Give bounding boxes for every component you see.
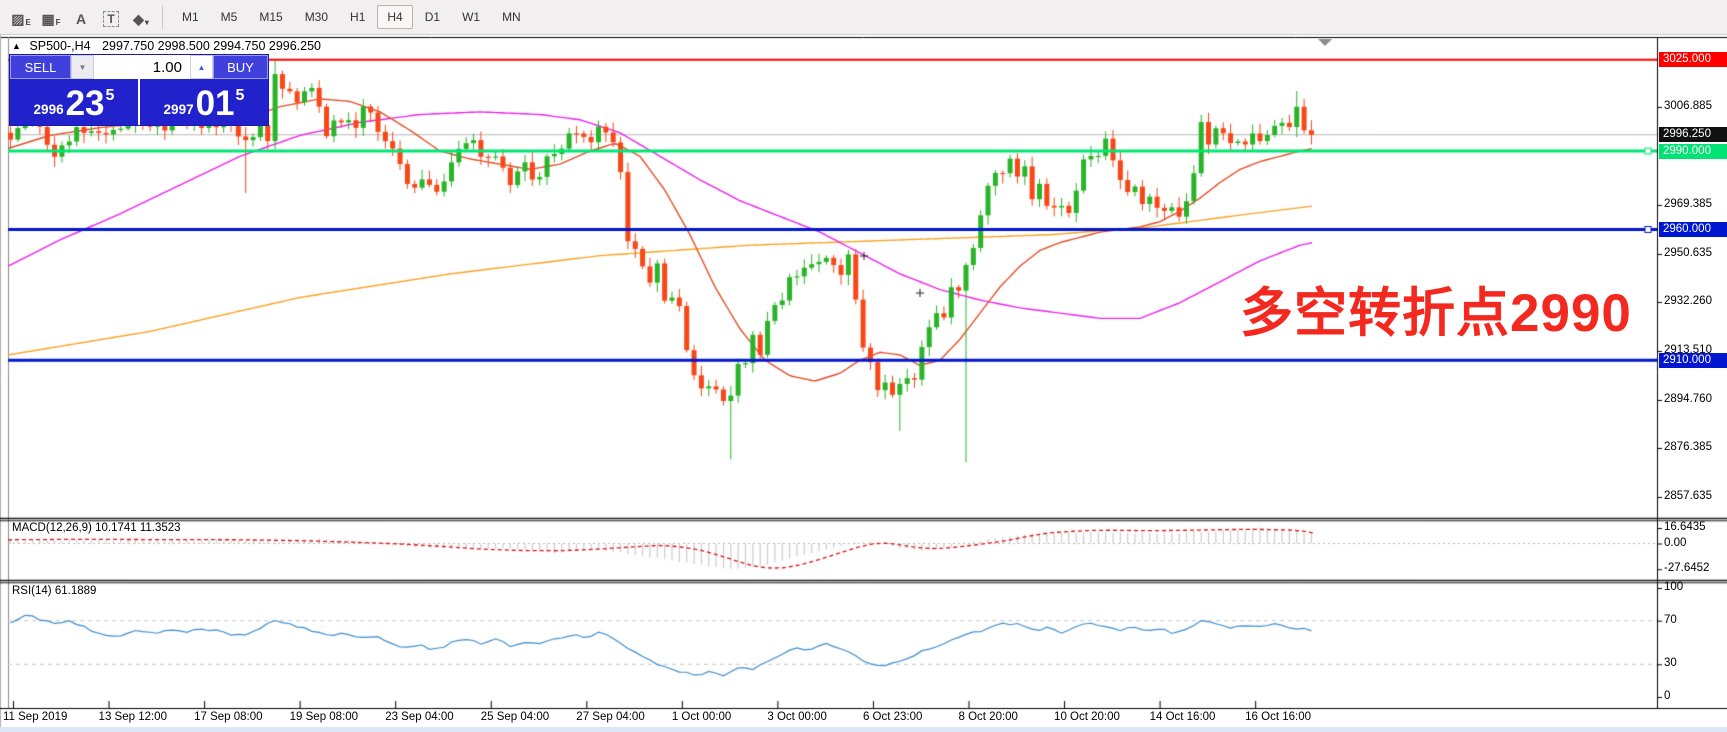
sell-price-base: 2996 — [33, 102, 64, 117]
time-label: 11 Sep 2019 — [3, 711, 68, 723]
buy-button[interactable]: BUY — [213, 55, 268, 79]
time-label: 13 Sep 12:00 — [98, 711, 167, 723]
status-strip — [0, 727, 1727, 732]
indicators-icon[interactable]: ▨ E — [11, 11, 31, 27]
timeframe-m5-button[interactable]: M5 — [220, 10, 238, 24]
time-label: 23 Sep 04:00 — [385, 711, 454, 723]
chart-annotation: 多空转折点2990 — [1240, 284, 1632, 343]
rsi-tick-label: 70 — [1664, 613, 1677, 626]
buy-price-big: 01 — [195, 84, 235, 123]
macd-tick-label: -27.6452 — [1664, 562, 1710, 575]
time-label: 14 Oct 16:00 — [1149, 711, 1216, 723]
timeframe-m30-button[interactable]: M30 — [304, 10, 329, 24]
buy-price[interactable]: 2997 01 5 — [140, 79, 268, 125]
chart-title: ▲ SP500-,H4 2997.750 2998.500 2994.750 2… — [12, 39, 321, 53]
sell-price-sup: 5 — [105, 87, 115, 104]
price-divider — [138, 79, 140, 125]
price-badge: 3025.000 — [1659, 52, 1727, 68]
price-tick-label: 2894.760 — [1664, 392, 1712, 405]
time-label: 19 Sep 08:00 — [289, 711, 359, 723]
sell-button[interactable]: SELL — [10, 55, 71, 79]
buy-price-base: 2997 — [163, 102, 194, 117]
buy-price-sup: 5 — [235, 87, 245, 104]
grid-icon[interactable]: ▦ F — [41, 11, 61, 27]
timeframe-h1-button[interactable]: H1 — [350, 10, 366, 24]
price-tick-label: 3006.885 — [1664, 99, 1712, 112]
time-label: 3 Oct 00:00 — [767, 711, 827, 723]
sell-price-big: 23 — [65, 84, 105, 123]
timeframe-m15-button[interactable]: M15 — [259, 10, 283, 24]
timeframe-w1-button[interactable]: W1 — [462, 10, 481, 24]
time-label: 27 Sep 04:00 — [576, 711, 645, 723]
time-label: 25 Sep 04:00 — [480, 711, 550, 723]
objects-icon[interactable]: ◆ ▾ — [133, 11, 149, 27]
price-badge: 2990.000 — [1659, 143, 1727, 159]
price-tick-label: 2950.635 — [1664, 246, 1712, 259]
ohlc-values: 2997.750 2998.500 2994.750 2996.250 — [102, 39, 322, 53]
price-tick-label: 2969.385 — [1664, 197, 1712, 210]
symbol-timeframe: SP500-,H4 — [29, 39, 91, 53]
time-label: 17 Sep 08:00 — [194, 711, 263, 723]
price-badge: 2910.000 — [1659, 352, 1727, 368]
rsi-tick-label: 0 — [1664, 690, 1671, 702]
time-label: 1 Oct 00:00 — [671, 711, 732, 723]
toolbar: ▨ E ▦ F A T ◆ ▾ M1 M5 M15 M30 H1 H4 D1 W1 MN — [0, 0, 1727, 35]
volume-input[interactable]: 1.00 — [94, 55, 190, 79]
timeframe-mn-button[interactable]: MN — [502, 10, 521, 24]
macd-tick-label: 0.00 — [1664, 536, 1687, 549]
macd-tick-label: 16.6435 — [1664, 521, 1706, 534]
macd-label: MACD(12,26,9) 10.1741 11.3523 — [12, 522, 181, 534]
rsi-tick-label: 100 — [1664, 581, 1684, 593]
rsi-label: RSI(14) 61.1889 — [12, 585, 97, 597]
timeframe-d1-button[interactable]: D1 — [424, 10, 441, 24]
sell-price[interactable]: 2996 23 5 — [10, 79, 138, 125]
price-tick-label: 2876.385 — [1664, 441, 1712, 453]
collapse-arrow-icon[interactable]: ▲ — [12, 41, 21, 51]
time-label: 8 Oct 20:00 — [958, 711, 1018, 723]
time-label: 6 Oct 23:00 — [862, 711, 923, 723]
price-badge: 2960.000 — [1659, 221, 1727, 237]
trade-panel: SELL ▼ 1.00 ▲ BUY 2996 23 5 2997 01 5 — [10, 55, 268, 125]
time-label: 16 Oct 16:00 — [1245, 711, 1311, 723]
time-label: 10 Oct 20:00 — [1054, 711, 1120, 723]
timeframe-h4-button[interactable]: H4 — [377, 5, 413, 29]
volume-decrease-button[interactable]: ▼ — [71, 55, 94, 79]
timeframe-m1-button[interactable]: M1 — [182, 10, 199, 24]
price-tick-label: 2932.260 — [1664, 294, 1712, 307]
toolbar-separator — [162, 5, 163, 29]
text-label-icon[interactable]: A — [75, 11, 87, 27]
rsi-tick-label: 30 — [1664, 657, 1677, 670]
price-tick-label: 2857.635 — [1664, 490, 1712, 502]
textbox-icon[interactable]: T — [97, 4, 125, 30]
price-badge: 2996.250 — [1659, 127, 1727, 143]
volume-increase-button[interactable]: ▲ — [190, 55, 213, 79]
